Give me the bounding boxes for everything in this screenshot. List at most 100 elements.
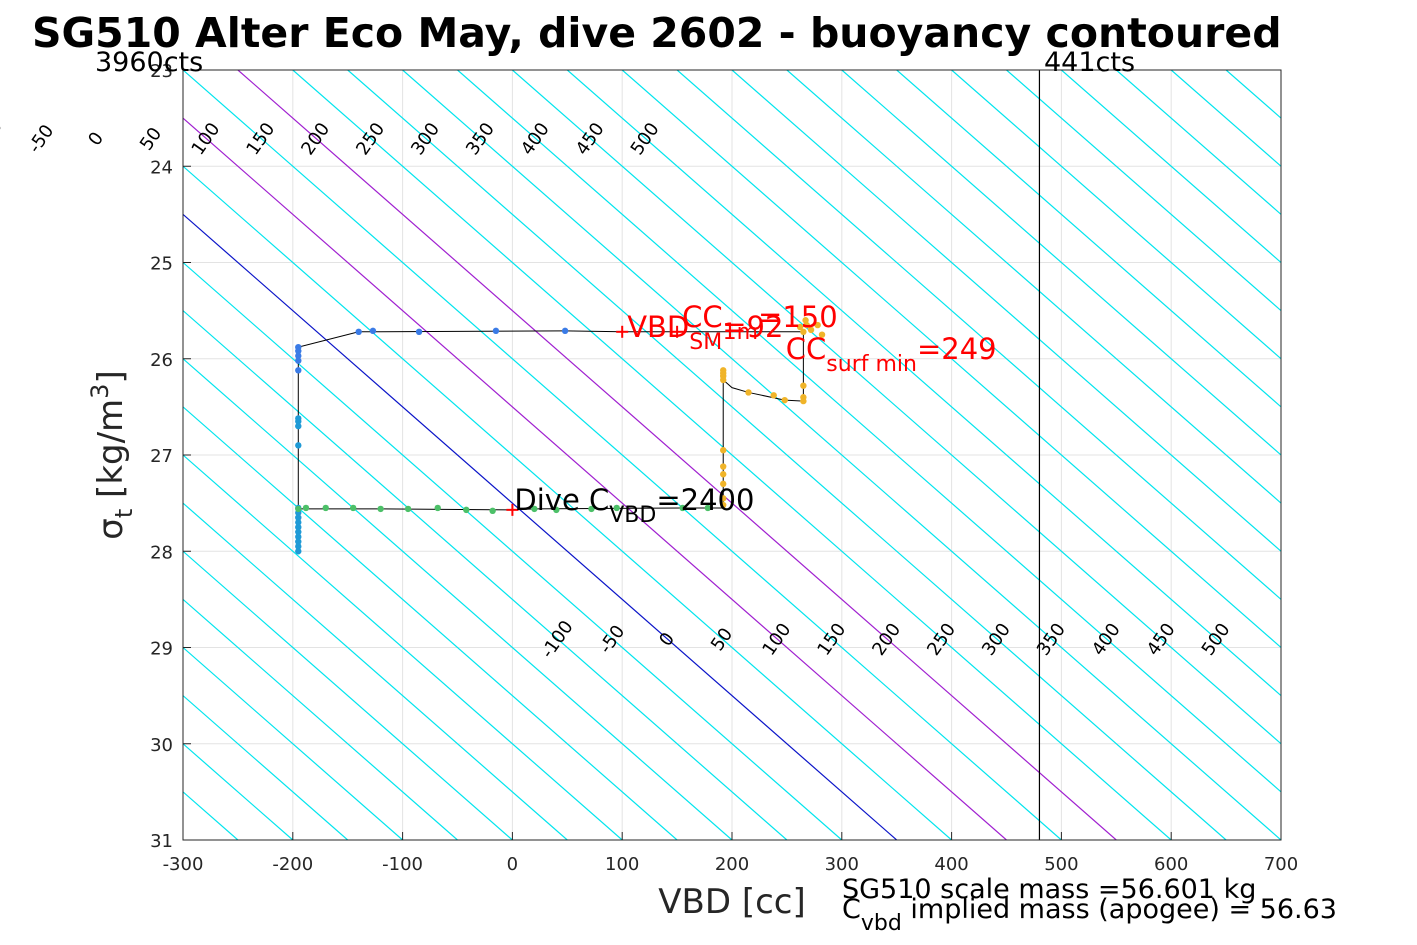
annotation-main: Dive C [514,483,609,517]
data-point [720,463,727,470]
x-tick-label: 700 [1264,854,1298,875]
y-label-close: ] [91,370,131,383]
y-tick-label: 27 [150,446,173,467]
data-point [295,442,302,449]
x-tick-label: 400 [934,854,968,875]
data-point [295,548,302,555]
contour-line [676,70,1281,601]
x-tick-label: 0 [507,854,518,875]
contour-label: -50 [24,121,58,157]
data-point [492,327,500,335]
contour-line [183,357,733,840]
contour-line [512,70,1281,745]
contour-line [237,70,1117,840]
data-point [720,501,727,509]
contour-line [183,646,403,840]
contour-line [1336,70,1417,840]
data-point [415,328,423,335]
annotation-main: CC [786,332,827,366]
x-tick-label: 500 [1044,854,1078,875]
annotation-tail: =2400 [656,483,754,517]
contour-label: -100 [0,116,7,162]
data-point [818,331,826,338]
contour-line [183,454,623,840]
x-axis-label: VBD [cc] [658,882,806,922]
data-point [720,480,727,488]
data-point [489,507,496,515]
data-point [745,389,752,396]
data-point [679,504,686,512]
data-point [796,323,804,331]
data-point [463,506,470,514]
y-tick-label: 26 [150,350,173,371]
data-point [720,471,727,478]
data-point [302,504,310,512]
annotation-sub: 1m [723,320,758,345]
data-point [803,321,810,329]
x-tick-label: 200 [715,854,749,875]
annotation-tail: =249 [917,332,997,366]
y-axis-label: σt [kg/m3] [86,370,138,539]
svg-text:σt [kg/m3]: σt [kg/m3] [86,370,138,539]
annotation-vbd_sm: VBDSM=92 [627,310,783,355]
data-point [377,505,384,513]
data-point [295,514,302,521]
contour-line [183,165,952,840]
data-point [295,538,302,545]
implied-mass-pre: C [842,894,861,925]
annotation-dive_c_vbd: Dive CVBD=2400 [514,483,754,528]
data-point [295,422,302,430]
data-point [720,367,727,374]
chart-title: SG510 Alter Eco May, dive 2602 - buoyanc… [32,9,1282,57]
y-tick-label: 31 [150,831,173,852]
contour-line [1115,70,1281,216]
data-point [295,357,302,364]
data-point [588,505,595,513]
data-point [322,504,329,512]
data-points [295,317,826,555]
annotation-main: VBD [627,310,689,344]
contour-line [457,70,1281,793]
contour-line [347,70,1227,840]
red-plus-marker [506,503,519,516]
contour-line [621,70,1281,649]
contour-line [566,70,1281,697]
x-tick-label: 100 [605,854,639,875]
y-tick-label: 23 [150,61,173,82]
data-point [807,326,815,334]
contour-line [183,694,349,840]
annotation-sub: SM [689,330,722,355]
contour-line [1006,70,1281,312]
annotation-tail: =150 [758,300,838,334]
y-tick-label: 25 [150,254,173,275]
data-point [800,394,807,401]
implied-mass-sub: vbd [861,911,902,936]
y-tick-label: 29 [150,639,173,660]
contour-line [292,70,1172,840]
x-tick-label: -200 [272,854,313,875]
data-point [613,504,620,512]
axis-ticks: -300 -200 -100 0 100 200 300 400 500 600 700 23 24 25… [150,61,1298,875]
data-point [295,347,302,355]
contour-line [183,550,513,840]
contour-line [786,70,1281,504]
annotation-cc_surf_min: CCsurf min=249 [786,332,997,377]
contour-line [183,309,788,840]
y-tick-label: 24 [150,157,173,178]
contour-label: 0 [84,128,108,149]
data-point [404,505,412,513]
data-point [781,396,788,404]
data-point [369,327,377,335]
data-point [295,418,302,425]
data-point [295,519,302,526]
scale-mass-note: SG510 scale mass =56.601 kg [842,874,1256,905]
data-point [295,523,302,531]
y-label-sub: t [110,509,138,518]
contour-line [951,70,1281,360]
x-tick-label: 600 [1154,854,1188,875]
annotation-sub: surf min [826,352,917,377]
data-point [720,495,727,502]
data-point [355,328,362,335]
